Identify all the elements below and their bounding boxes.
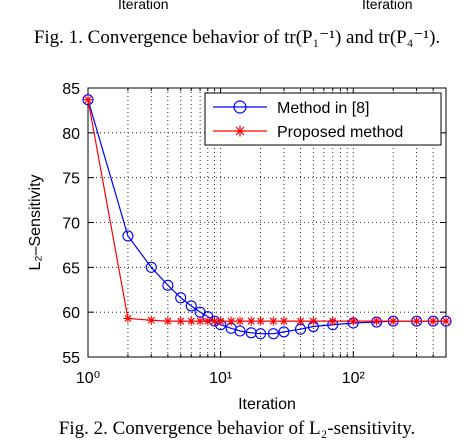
data-point-method-8: [255, 328, 267, 340]
data-point-proposed: [268, 316, 278, 326]
legend-marker-circle: [233, 100, 247, 114]
data-point-proposed: [308, 316, 318, 326]
data-point-proposed: [428, 316, 438, 326]
data-point-proposed: [328, 316, 338, 326]
data-point-method-8: [162, 279, 174, 291]
legend-label: Method in [8]: [277, 100, 370, 117]
data-point-proposed: [372, 316, 382, 326]
y-tick-label: 60: [62, 305, 80, 322]
figure-1-caption: Fig. 1. Convergence behavior of tr(P₁⁻¹)…: [33, 27, 441, 48]
data-point-proposed: [146, 315, 156, 325]
y-tick-label: 75: [62, 171, 80, 188]
x-axis-label: Iteration: [238, 396, 296, 413]
data-point-proposed: [441, 316, 451, 326]
data-point-method-8: [234, 325, 246, 337]
legend-marker-star: [234, 125, 246, 137]
data-point-proposed: [279, 316, 289, 326]
data-point-proposed: [226, 316, 236, 326]
data-point-method-8: [145, 261, 157, 273]
data-point-proposed: [388, 316, 398, 326]
data-point-proposed: [246, 316, 256, 326]
data-point-proposed: [123, 313, 133, 323]
data-point-proposed: [256, 316, 266, 326]
x-tick-label: 10¹: [209, 370, 232, 387]
y-tick-label: 70: [62, 216, 80, 233]
data-point-proposed: [176, 316, 186, 326]
legend-label: Proposed method: [277, 124, 403, 141]
data-point-method-8: [185, 300, 197, 312]
data-point-proposed: [203, 316, 213, 326]
data-point-proposed: [296, 316, 306, 326]
data-point-method-8: [122, 230, 134, 242]
data-point-proposed: [216, 316, 226, 326]
y-tick-label: 65: [62, 260, 80, 277]
data-point-method-8: [175, 292, 187, 304]
previous-figure-xlabel-left: Iteration: [118, 0, 169, 12]
data-point-proposed: [412, 316, 422, 326]
data-point-method-8: [82, 94, 94, 106]
y-tick-label: 80: [62, 126, 80, 143]
data-point-method-8: [278, 326, 290, 338]
data-point-method-8: [245, 327, 257, 339]
legend-box: [204, 92, 442, 146]
x-tick-label: 10⁰: [76, 370, 100, 387]
data-point-proposed: [195, 316, 205, 326]
data-point-proposed: [210, 316, 220, 326]
figure-2-caption: Fig. 2. Convergence behavior of L₂-sensi…: [58, 418, 416, 439]
data-point-proposed: [186, 316, 196, 326]
data-point-proposed: [348, 316, 358, 326]
data-point-proposed: [163, 316, 173, 326]
data-point-proposed: [83, 95, 93, 105]
data-point-proposed: [235, 316, 245, 326]
y-tick-label: 55: [62, 350, 80, 367]
previous-figure-xlabel-right: Iteration: [362, 0, 413, 12]
y-tick-label: 85: [62, 81, 80, 98]
x-tick-label: 10²: [342, 370, 366, 387]
y-axis-label: L₂–Sensitivity: [27, 174, 44, 270]
data-point-method-8: [267, 328, 279, 340]
